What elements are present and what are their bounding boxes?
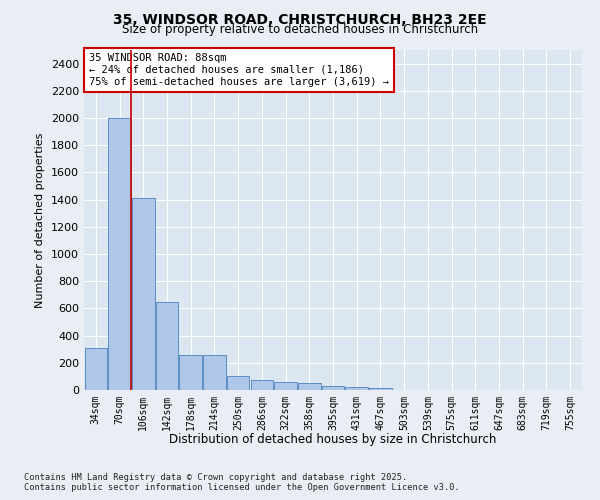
Text: Contains public sector information licensed under the Open Government Licence v3: Contains public sector information licen… — [24, 484, 460, 492]
Text: Contains HM Land Registry data © Crown copyright and database right 2025.: Contains HM Land Registry data © Crown c… — [24, 472, 407, 482]
Bar — [227, 376, 250, 390]
Bar — [132, 198, 155, 390]
Bar — [109, 118, 131, 390]
Text: 35 WINDSOR ROAD: 88sqm
← 24% of detached houses are smaller (1,186)
75% of semi-: 35 WINDSOR ROAD: 88sqm ← 24% of detached… — [89, 54, 389, 86]
Y-axis label: Number of detached properties: Number of detached properties — [35, 132, 46, 308]
Bar — [322, 386, 344, 390]
Text: Size of property relative to detached houses in Christchurch: Size of property relative to detached ho… — [122, 22, 478, 36]
Bar — [274, 382, 297, 390]
Bar — [85, 348, 107, 390]
Bar — [251, 380, 273, 390]
Bar — [346, 388, 368, 390]
Bar — [179, 356, 202, 390]
Bar — [298, 382, 320, 390]
X-axis label: Distribution of detached houses by size in Christchurch: Distribution of detached houses by size … — [169, 433, 497, 446]
Bar — [369, 388, 392, 390]
Bar — [203, 356, 226, 390]
Bar — [156, 302, 178, 390]
Text: 35, WINDSOR ROAD, CHRISTCHURCH, BH23 2EE: 35, WINDSOR ROAD, CHRISTCHURCH, BH23 2EE — [113, 12, 487, 26]
